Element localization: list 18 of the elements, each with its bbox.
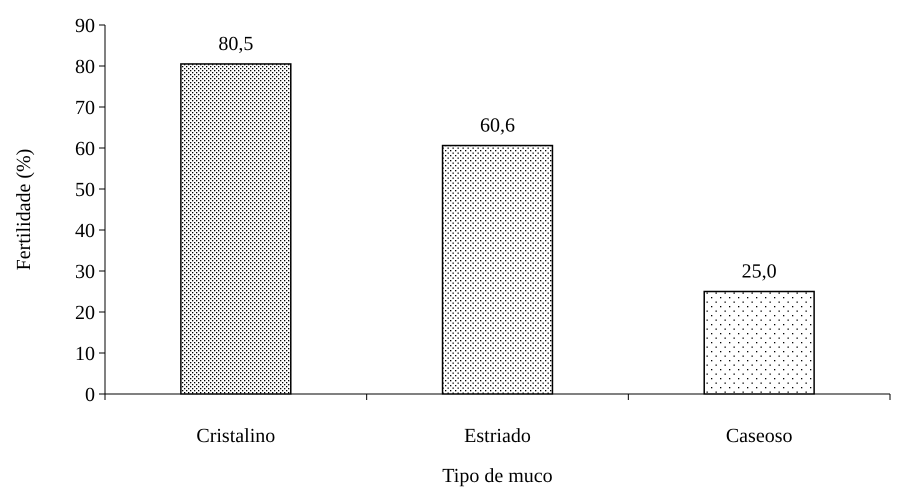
x-tick-label: Estriado [464,425,531,447]
y-tick-label: 60 [75,138,95,160]
y-tick-label: 70 [75,97,95,119]
x-tick-label: Cristalino [196,425,276,447]
y-tick-label: 40 [75,220,95,242]
data-label: 25,0 [742,260,777,282]
data-label: 80,5 [218,32,254,55]
data-label: 60,6 [480,114,515,137]
y-tick-label: 50 [75,179,95,201]
y-tick-label: 30 [75,261,95,283]
y-axis-title: Fertilidade (%) [13,148,35,270]
y-tick-label: 80 [75,56,95,78]
y-tick-label: 20 [75,302,95,324]
y-tick-label: 10 [75,343,95,365]
y-tick-label: 0 [85,384,95,406]
y-tick-label: 90 [75,15,95,37]
x-tick-label: Caseoso [726,425,793,447]
x-axis-title: Tipo de muco [442,465,553,487]
